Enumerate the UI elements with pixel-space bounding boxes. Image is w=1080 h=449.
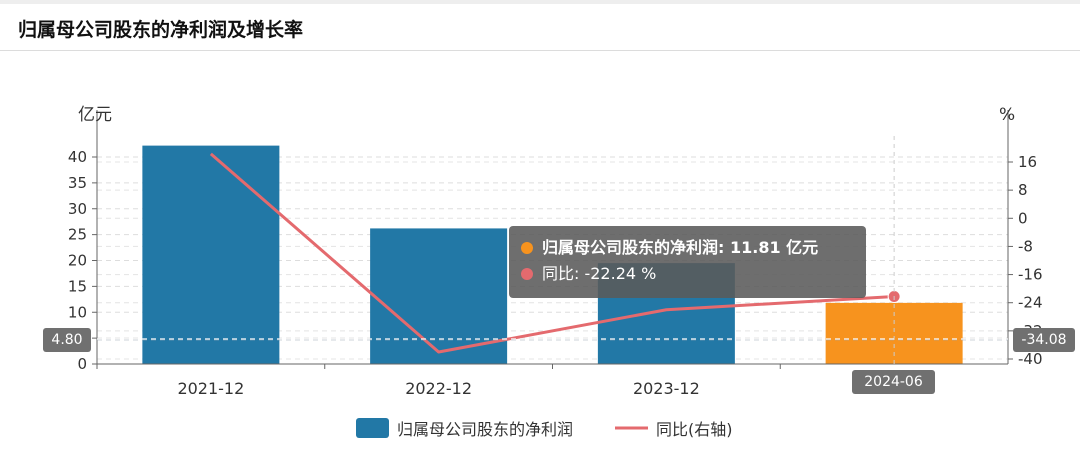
tooltip-line-text: 同比: -22.24 % [542,264,657,283]
left-axis-tick-label: 25 [68,226,87,244]
tooltip-line-marker-icon [521,268,533,280]
x-axis-tick-label: 2023-12 [633,379,700,398]
bar[interactable] [142,145,280,364]
right-axis-tick-label: -8 [1018,237,1033,255]
left-axis-tick-label: 40 [68,148,87,166]
left-axis-tick-label: 30 [68,200,87,218]
legend-item-line[interactable]: 同比(右轴) [615,420,733,439]
left-axis-tick-label: 15 [68,277,87,295]
right-axis-tick-label: -40 [1018,350,1043,368]
tooltip: 归属母公司股东的净利润: 11.81 亿元 同比: -22.24 % [509,226,866,298]
left-axis-unit: 亿元 [78,105,112,125]
tooltip-line-row: 同比: -22.24 % [521,263,656,285]
tooltip-bar-marker-icon [521,242,533,254]
bar[interactable] [370,228,508,364]
legend-bar-label: 归属母公司股东的净利润 [397,420,573,439]
tooltip-bar-text: 归属母公司股东的净利润: 11.81 亿元 [542,238,819,257]
crosshair [97,136,1008,364]
legend[interactable]: 归属母公司股东的净利润 同比(右轴) [356,418,733,439]
crosshair-right-value: -34.08 [1013,328,1075,352]
crosshair-x-value: 2024-06 [852,370,935,394]
left-axis-tick-label: 35 [68,174,87,192]
right-axis-tick-label: -24 [1018,294,1043,312]
legend-line-label: 同比(右轴) [656,420,733,439]
line-path[interactable] [209,152,895,354]
legend-item-bar[interactable]: 归属母公司股东的净利润 [356,418,573,439]
x-axis-tick-label: 2022-12 [405,379,472,398]
right-axis-tick-label: 8 [1018,181,1028,199]
right-axis-tick-label: -16 [1018,266,1043,284]
left-axis-tick-label: 20 [68,252,87,270]
x-axis-tick-label: 2021-12 [177,379,244,398]
right-axis-tick-label: 16 [1018,153,1037,171]
legend-bar-swatch [356,418,389,438]
tooltip-bar-row: 归属母公司股东的净利润: 11.81 亿元 [521,237,818,259]
chart-title: 归属母公司股东的净利润及增长率 [18,19,304,41]
right-axis-tick-label: 0 [1018,209,1028,227]
right-axis-unit: % [999,105,1015,125]
left-axis-tick-label: 10 [68,303,87,321]
crosshair-left-value: 4.80 [43,328,91,352]
card-header: 归属母公司股东的净利润及增长率 [0,4,1080,51]
left-axis-tick-label: 0 [77,355,87,373]
